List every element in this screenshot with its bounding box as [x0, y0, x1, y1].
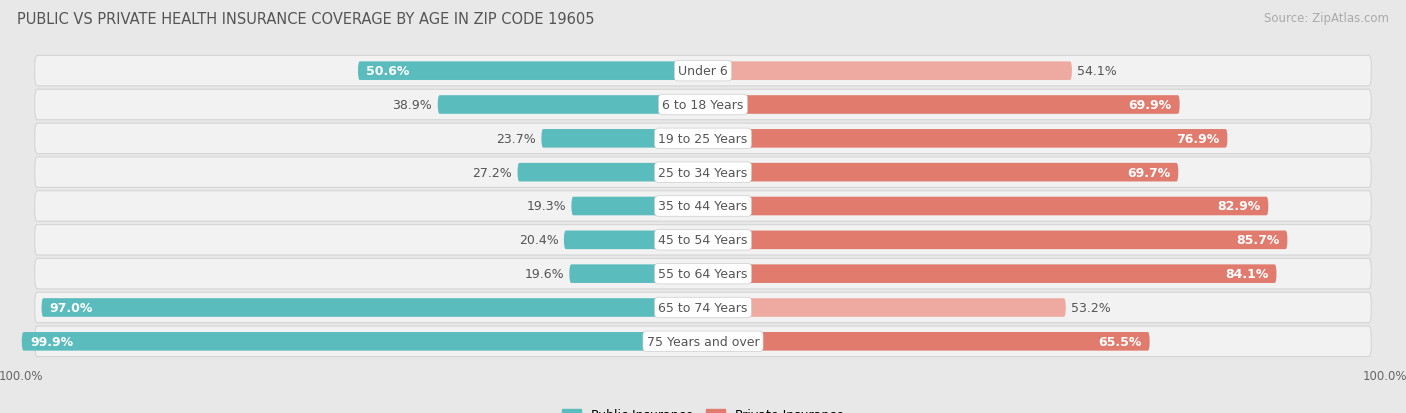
- FancyBboxPatch shape: [437, 96, 706, 114]
- Text: 23.7%: 23.7%: [496, 133, 536, 145]
- Text: 20.4%: 20.4%: [519, 234, 558, 247]
- FancyBboxPatch shape: [571, 197, 706, 216]
- Text: 82.9%: 82.9%: [1216, 200, 1260, 213]
- FancyBboxPatch shape: [700, 231, 1288, 249]
- Text: 69.7%: 69.7%: [1126, 166, 1170, 179]
- FancyBboxPatch shape: [359, 62, 706, 81]
- Text: 65 to 74 Years: 65 to 74 Years: [658, 301, 748, 314]
- Text: Source: ZipAtlas.com: Source: ZipAtlas.com: [1264, 12, 1389, 25]
- Text: 6 to 18 Years: 6 to 18 Years: [662, 99, 744, 112]
- FancyBboxPatch shape: [35, 292, 1371, 323]
- FancyBboxPatch shape: [564, 231, 706, 249]
- FancyBboxPatch shape: [700, 96, 1180, 114]
- Text: 99.9%: 99.9%: [30, 335, 73, 348]
- FancyBboxPatch shape: [35, 326, 1371, 357]
- Text: 38.9%: 38.9%: [392, 99, 432, 112]
- FancyBboxPatch shape: [517, 164, 706, 182]
- Text: 35 to 44 Years: 35 to 44 Years: [658, 200, 748, 213]
- FancyBboxPatch shape: [700, 62, 1071, 81]
- FancyBboxPatch shape: [35, 191, 1371, 222]
- Text: 75 Years and over: 75 Years and over: [647, 335, 759, 348]
- Text: 76.9%: 76.9%: [1175, 133, 1219, 145]
- Legend: Public Insurance, Private Insurance: Public Insurance, Private Insurance: [557, 404, 849, 413]
- Text: 69.9%: 69.9%: [1129, 99, 1171, 112]
- FancyBboxPatch shape: [700, 299, 1066, 317]
- FancyBboxPatch shape: [700, 265, 1277, 283]
- Text: 19.3%: 19.3%: [526, 200, 567, 213]
- FancyBboxPatch shape: [42, 299, 706, 317]
- FancyBboxPatch shape: [700, 164, 1178, 182]
- Text: 19.6%: 19.6%: [524, 268, 564, 280]
- Text: 85.7%: 85.7%: [1236, 234, 1279, 247]
- FancyBboxPatch shape: [35, 225, 1371, 255]
- Text: PUBLIC VS PRIVATE HEALTH INSURANCE COVERAGE BY AGE IN ZIP CODE 19605: PUBLIC VS PRIVATE HEALTH INSURANCE COVER…: [17, 12, 595, 27]
- FancyBboxPatch shape: [569, 265, 706, 283]
- FancyBboxPatch shape: [700, 130, 1227, 148]
- Text: 53.2%: 53.2%: [1071, 301, 1111, 314]
- Text: Under 6: Under 6: [678, 65, 728, 78]
- Text: 45 to 54 Years: 45 to 54 Years: [658, 234, 748, 247]
- Text: 27.2%: 27.2%: [472, 166, 512, 179]
- FancyBboxPatch shape: [35, 90, 1371, 121]
- Text: 84.1%: 84.1%: [1225, 268, 1268, 280]
- FancyBboxPatch shape: [21, 332, 706, 351]
- FancyBboxPatch shape: [541, 130, 706, 148]
- FancyBboxPatch shape: [700, 197, 1268, 216]
- FancyBboxPatch shape: [35, 56, 1371, 87]
- FancyBboxPatch shape: [700, 332, 1150, 351]
- Text: 65.5%: 65.5%: [1098, 335, 1142, 348]
- Text: 25 to 34 Years: 25 to 34 Years: [658, 166, 748, 179]
- Text: 54.1%: 54.1%: [1077, 65, 1118, 78]
- FancyBboxPatch shape: [35, 124, 1371, 154]
- FancyBboxPatch shape: [35, 259, 1371, 289]
- Text: 97.0%: 97.0%: [49, 301, 93, 314]
- Text: 55 to 64 Years: 55 to 64 Years: [658, 268, 748, 280]
- Text: 50.6%: 50.6%: [366, 65, 409, 78]
- FancyBboxPatch shape: [35, 158, 1371, 188]
- Text: 19 to 25 Years: 19 to 25 Years: [658, 133, 748, 145]
